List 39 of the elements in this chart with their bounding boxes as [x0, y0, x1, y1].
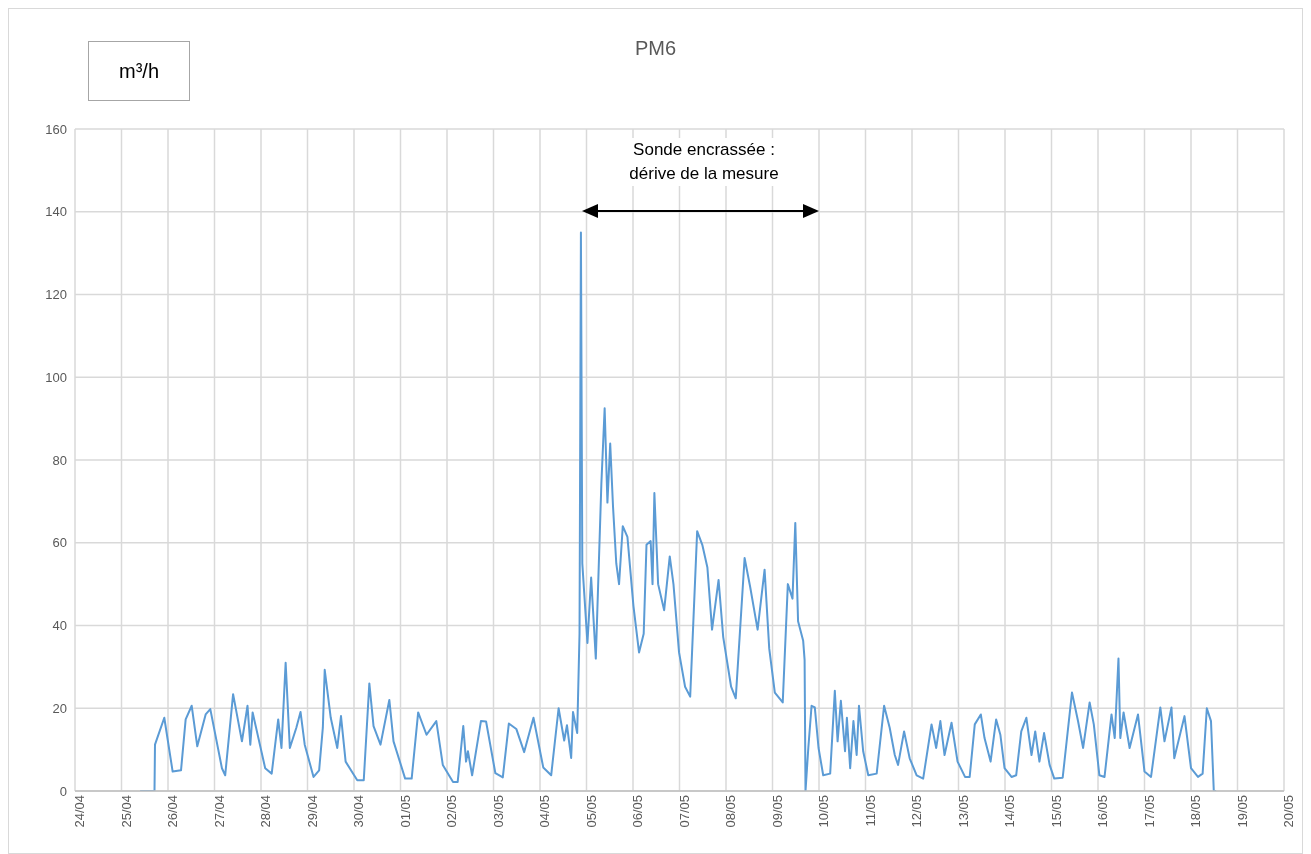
- x-tick-label: 08/05: [723, 795, 739, 828]
- x-tick-label: 27/04: [211, 795, 227, 828]
- annotation: Sonde encrassée : dérive de la mesure: [625, 138, 783, 186]
- x-tick-label: 29/04: [304, 795, 320, 828]
- x-tick-label: 24/04: [72, 795, 88, 828]
- x-tick-label: 30/04: [351, 795, 367, 828]
- y-tick-label: 80: [52, 452, 67, 468]
- x-tick-label: 07/05: [676, 795, 692, 828]
- x-tick-label: 28/04: [258, 795, 274, 828]
- x-tick-label: 20/05: [1281, 795, 1297, 828]
- x-tick-label: 06/05: [630, 795, 646, 828]
- x-tick-label: 12/05: [909, 795, 925, 828]
- x-tick-label: 18/05: [1188, 795, 1204, 828]
- y-tick-label: 100: [45, 369, 67, 385]
- chart-title: PM6: [633, 37, 678, 60]
- y-tick-label: 140: [45, 204, 67, 220]
- x-tick-label: 09/05: [769, 795, 785, 828]
- y-tick-label: 20: [52, 700, 67, 716]
- x-tick-label: 02/05: [444, 795, 460, 828]
- x-tick-label: 01/05: [397, 795, 413, 828]
- x-tick-label: 11/05: [862, 795, 878, 827]
- y-tick-label: 60: [52, 535, 67, 551]
- y-tick-label: 0: [59, 783, 67, 799]
- y-tick-label: 160: [45, 121, 67, 137]
- x-tick-label: 03/05: [490, 795, 506, 828]
- x-tick-label: 14/05: [1002, 795, 1018, 828]
- x-tick-label: 15/05: [1048, 795, 1064, 828]
- x-tick-label: 05/05: [583, 795, 599, 828]
- x-tick-label: 10/05: [816, 795, 832, 828]
- x-tick-label: 17/05: [1141, 795, 1157, 828]
- x-tick-label: 26/04: [165, 795, 181, 828]
- x-tick-label: 04/05: [537, 795, 553, 828]
- y-tick-label: 40: [52, 618, 67, 634]
- x-tick-label: 19/05: [1234, 795, 1250, 828]
- x-tick-label: 16/05: [1095, 795, 1111, 828]
- x-tick-label: 25/04: [118, 795, 134, 828]
- y-tick-label: 120: [45, 287, 67, 303]
- x-tick-label: 13/05: [955, 795, 971, 828]
- y-axis-title: m³/h: [88, 41, 190, 101]
